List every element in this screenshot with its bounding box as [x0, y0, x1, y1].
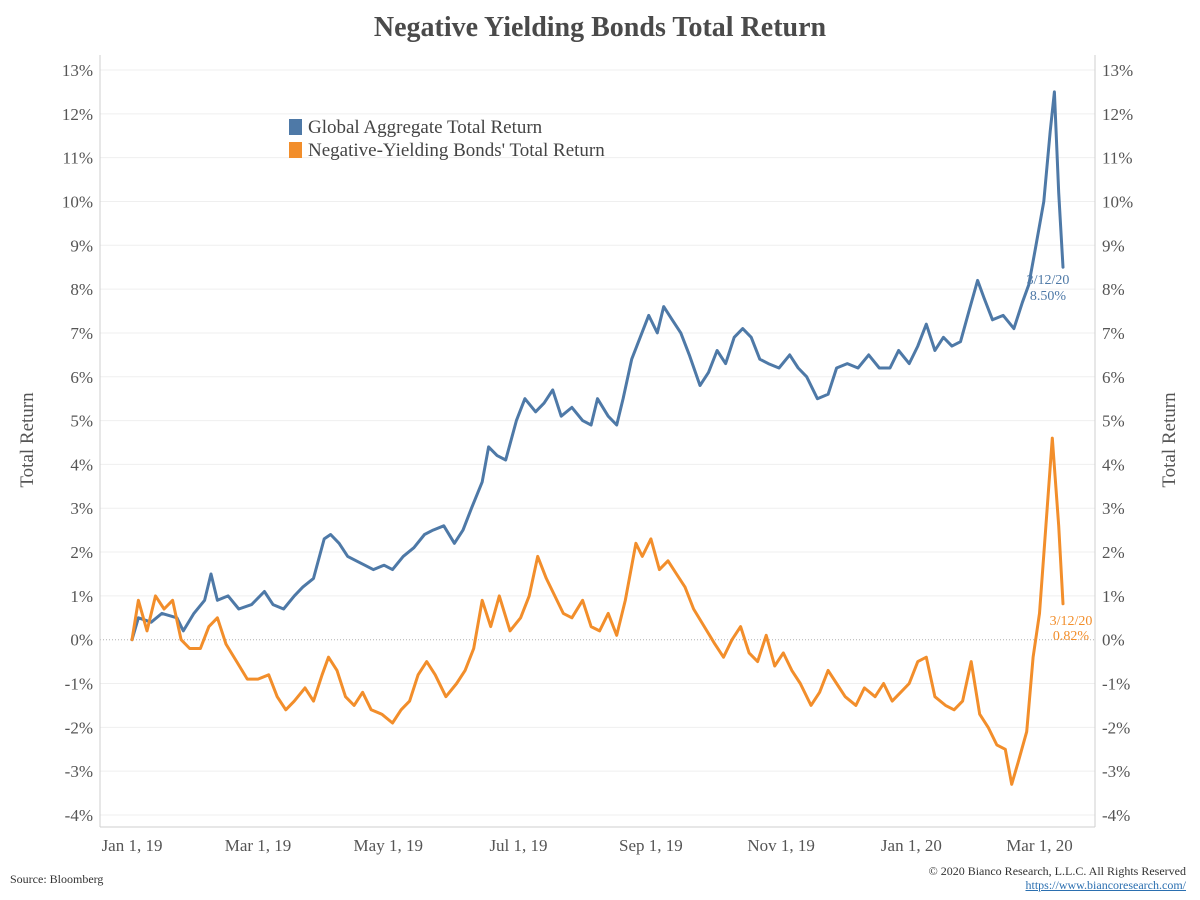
- y-tick-label-left: 1%: [70, 587, 93, 606]
- y-tick-label-right: -2%: [1102, 718, 1130, 737]
- y-tick-label-right: -3%: [1102, 762, 1130, 781]
- y-tick-label-right: -4%: [1102, 806, 1130, 825]
- end-label-date-negative: 3/12/20: [1050, 614, 1093, 629]
- copyright-note: © 2020 Bianco Research, L.L.C. All Right…: [928, 864, 1186, 878]
- chart-title: Negative Yielding Bonds Total Return: [373, 12, 827, 43]
- y-tick-label-left: 12%: [62, 105, 93, 124]
- end-label-value-global: 8.50%: [1030, 289, 1067, 304]
- y-tick-label-left: -4%: [65, 806, 93, 825]
- y-tick-labels-left: -4% -3% -2% -1% 0% 1% 2% 3% 4% 5% 6% 7% 8% 9% 10% 11% 12…: [62, 61, 93, 825]
- legend-label: Negative-Yielding Bonds' Total Return: [308, 140, 605, 161]
- source-note: Source: Bloomberg: [10, 872, 104, 886]
- y-tick-label-left: 5%: [70, 412, 93, 431]
- x-tick-label: Mar 1, 20: [1006, 836, 1073, 855]
- y-tick-label-right: 0%: [1102, 631, 1125, 650]
- y-tick-label-left: 2%: [70, 543, 93, 562]
- y-tick-label-right: 1%: [1102, 587, 1125, 606]
- y-tick-label-right: -1%: [1102, 675, 1130, 694]
- y-tick-label-left: 3%: [70, 499, 93, 518]
- y-tick-label-left: -1%: [65, 675, 93, 694]
- y-tick-label-left: 9%: [70, 236, 93, 255]
- y-tick-label-left: -2%: [65, 718, 93, 737]
- x-tick-label: May 1, 19: [354, 836, 423, 855]
- y-tick-label-right: 8%: [1102, 280, 1125, 299]
- x-tick-label: Jul 1, 19: [489, 836, 547, 855]
- y-tick-label-right: 13%: [1102, 61, 1133, 80]
- x-tick-label: Nov 1, 19: [747, 836, 815, 855]
- y-tick-label-right: 3%: [1102, 499, 1125, 518]
- y-tick-label-left: 8%: [70, 280, 93, 299]
- y-tick-label-right: 4%: [1102, 455, 1125, 474]
- end-label-value-negative: 0.82%: [1053, 629, 1090, 644]
- y-tick-label-right: 6%: [1102, 368, 1125, 387]
- y-tick-label-right: 9%: [1102, 236, 1125, 255]
- y-tick-label-right: 10%: [1102, 192, 1133, 211]
- legend-swatch: [289, 142, 302, 158]
- plot-frame: [99, 55, 1096, 828]
- y-tick-label-left: -3%: [65, 762, 93, 781]
- y-tick-label-left: 11%: [62, 149, 93, 168]
- y-tick-labels-right: -4% -3% -2% -1% 0% 1% 2% 3% 4% 5% 6% 7% 8% 9% 10% 11% 12…: [1102, 61, 1133, 825]
- x-tick-label: Mar 1, 19: [225, 836, 292, 855]
- series-lines: [130, 90, 1065, 786]
- y-tick-label-right: 7%: [1102, 324, 1125, 343]
- y-tick-label-right: 5%: [1102, 412, 1125, 431]
- y-tick-label-right: 12%: [1102, 105, 1133, 124]
- y-tick-label-left: 10%: [62, 192, 93, 211]
- x-tick-label: Sep 1, 19: [619, 836, 683, 855]
- y-tick-label-left: 6%: [70, 368, 93, 387]
- y-tick-label-left: 13%: [62, 61, 93, 80]
- y-tick-label-left: 7%: [70, 324, 93, 343]
- x-tick-label: Jan 1, 20: [881, 836, 942, 855]
- gridlines: [100, 69, 1095, 816]
- website-link[interactable]: https://www.biancoresearch.com/: [1025, 878, 1186, 892]
- y-tick-label-left: 0%: [70, 631, 93, 650]
- y-tick-label-right: 2%: [1102, 543, 1125, 562]
- end-label-date-global: 3/12/20: [1027, 273, 1070, 288]
- y-tick-label-right: 11%: [1102, 149, 1133, 168]
- x-tick-labels: Jan 1, 19 Mar 1, 19 May 1, 19 Jul 1, 19 Sep …: [102, 836, 1073, 855]
- legend-swatch: [289, 119, 302, 135]
- end-labels: 3/12/208.50%3/12/200.82%: [1027, 273, 1093, 644]
- series-line-global-aggregate: [130, 90, 1065, 642]
- y-tick-label-left: 4%: [70, 455, 93, 474]
- series-line-negative-yielding: [130, 436, 1065, 786]
- legend: Global Aggregate Total ReturnNegative-Yi…: [289, 117, 605, 161]
- x-tick-label: Jan 1, 19: [102, 836, 163, 855]
- legend-label: Global Aggregate Total Return: [308, 117, 543, 138]
